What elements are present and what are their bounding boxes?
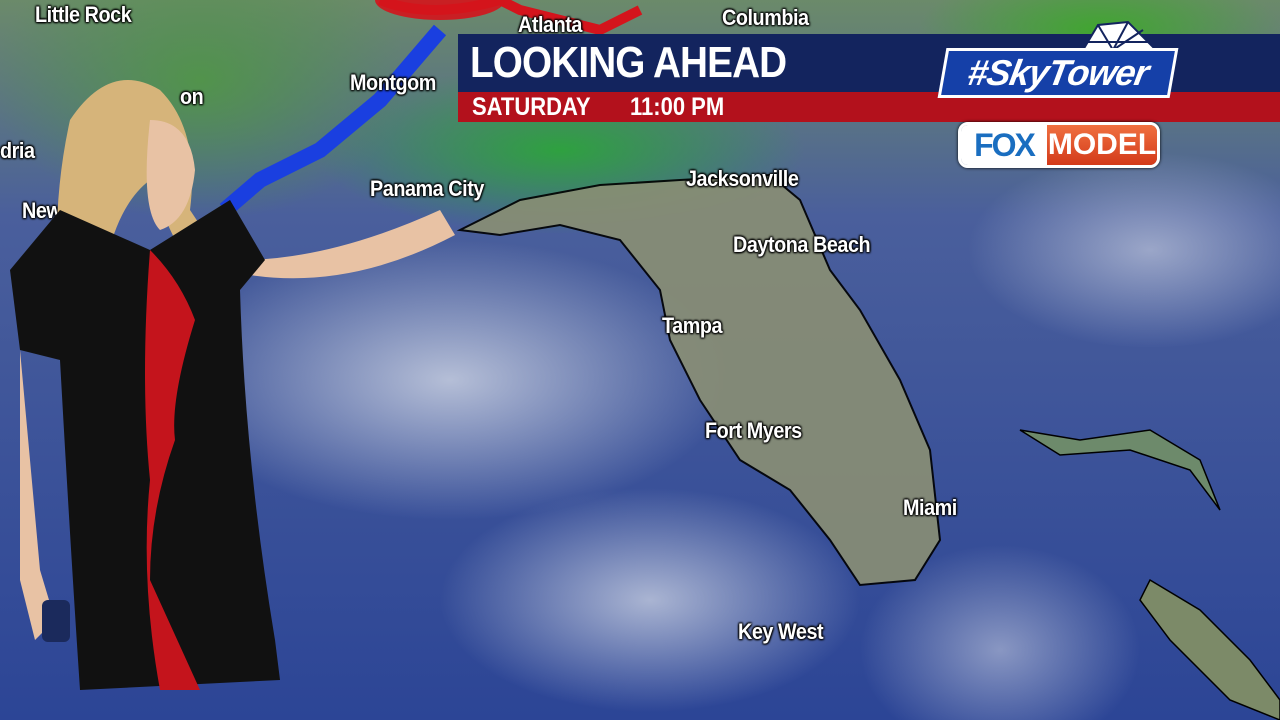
city-label: Little Rock (35, 2, 132, 27)
clicker-remote (42, 600, 70, 642)
page-title: LOOKING AHEAD (470, 38, 787, 87)
cold-front-line (219, 24, 447, 217)
city-label: on (180, 84, 204, 109)
city-label: dria (0, 138, 35, 163)
city-label: Fort Myers (705, 418, 802, 443)
presenter-dress (10, 200, 280, 690)
city-label: Atlanta (518, 12, 582, 37)
city-label: Montgom (350, 70, 436, 95)
city-label: Jacksonville (686, 166, 799, 191)
city-label: Tampa (662, 313, 723, 338)
florida-shape (456, 173, 942, 587)
presenter-arm (240, 210, 455, 279)
tallahassee-marker (375, 0, 505, 20)
fox-model-logo: FOX MODEL (958, 122, 1160, 168)
presenter-face (146, 120, 195, 230)
city-label: Columbia (722, 5, 809, 30)
fox-logo-text: FOX (961, 125, 1047, 165)
forecast-day: SATURDAY (472, 93, 591, 121)
model-logo-text: MODEL (1047, 125, 1157, 165)
dress-red-panel (145, 250, 200, 690)
presenter (10, 80, 455, 690)
skytower-logo: #SkyTower (937, 48, 1179, 98)
city-label: Panama City (370, 176, 484, 201)
city-label: Miami (903, 495, 957, 520)
forecast-time: 11:00 PM (630, 93, 725, 121)
city-label: Daytona Beach (733, 232, 871, 257)
presenter-left-arm (20, 350, 55, 640)
bahamas-shape (1019, 429, 1221, 511)
cuba-shape (1139, 578, 1280, 720)
city-label: Key West (738, 619, 824, 644)
